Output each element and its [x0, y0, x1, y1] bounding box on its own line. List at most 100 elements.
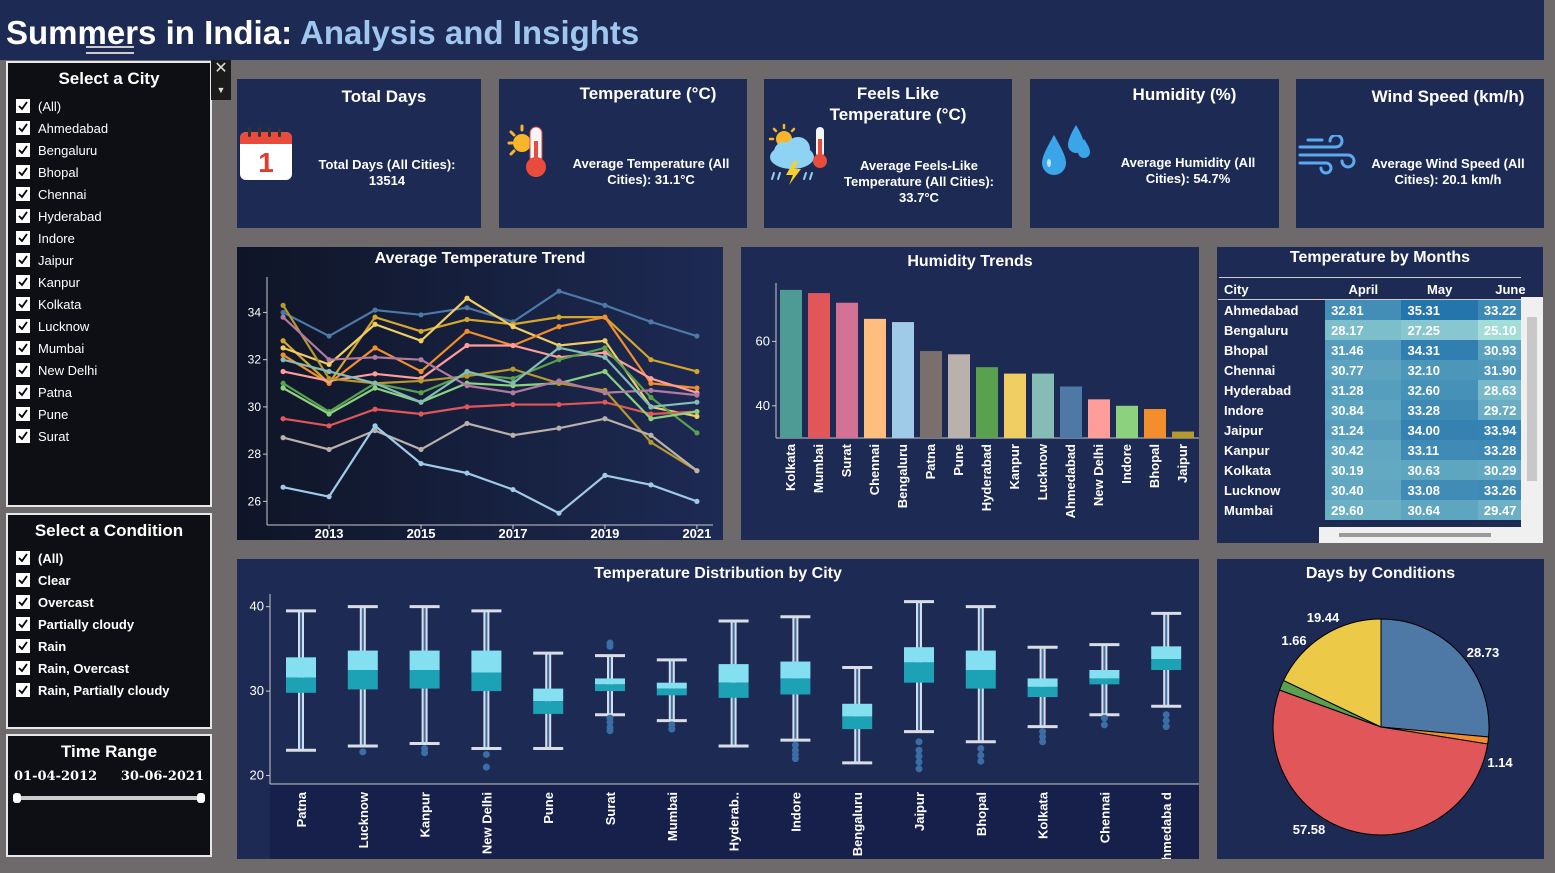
box-lower-bengaluru[interactable]	[842, 716, 873, 730]
box-upper-pune[interactable]	[533, 688, 564, 702]
checkbox[interactable]	[16, 121, 30, 135]
box-upper-bengaluru[interactable]	[842, 703, 873, 717]
box-lower-kanpur[interactable]	[409, 670, 440, 689]
city-option-jaipur[interactable]: Jaipur	[16, 249, 73, 271]
box-lower-surat[interactable]	[595, 684, 625, 692]
condition-option-overcast[interactable]: Overcast	[16, 591, 94, 613]
checkbox[interactable]	[16, 661, 30, 675]
box-upper-mumbai[interactable]	[656, 682, 687, 689]
box-upper-ahmedaba-d[interactable]	[1151, 646, 1182, 660]
box-lower-pune[interactable]	[533, 701, 564, 714]
checkbox[interactable]	[16, 341, 30, 355]
checkbox[interactable]	[16, 617, 30, 631]
checkbox[interactable]	[16, 551, 30, 565]
box-lower-chennai[interactable]	[1089, 678, 1120, 685]
box-upper-chennai[interactable]	[1089, 670, 1120, 679]
condition-option-clear[interactable]: Clear	[16, 569, 71, 591]
checkbox[interactable]	[16, 595, 30, 609]
bar-chennai[interactable]	[864, 318, 886, 438]
city-filter-dropdown-icon[interactable]: ▼	[211, 80, 231, 100]
bar-new-delhi[interactable]	[1088, 399, 1110, 438]
checkbox[interactable]	[16, 429, 30, 443]
table-vscroll-thumb[interactable]	[1527, 317, 1537, 481]
checkbox[interactable]	[16, 407, 30, 421]
box-lower-jaipur[interactable]	[904, 662, 934, 683]
bar-pune[interactable]	[948, 354, 970, 438]
city-option-new-delhi[interactable]: New Delhi	[16, 359, 97, 381]
bar-ahmedabad[interactable]	[1060, 386, 1082, 438]
condition-option-all[interactable]: (All)	[16, 547, 63, 569]
city-option-chennai[interactable]: Chennai	[16, 183, 86, 205]
time-range-slider-track[interactable]	[16, 796, 202, 800]
bar-bhopal[interactable]	[1144, 409, 1166, 438]
bar-hyderabad[interactable]	[976, 367, 998, 438]
city-option-mumbai[interactable]: Mumbai	[16, 337, 84, 359]
condition-option-rain[interactable]: Rain	[16, 635, 66, 657]
city-option-patna[interactable]: Patna	[16, 381, 72, 403]
condition-option-rain-overcast[interactable]: Rain, Overcast	[16, 657, 129, 679]
checkbox[interactable]	[16, 209, 30, 223]
condition-option-rain-partially-cloudy[interactable]: Rain, Partially cloudy	[16, 679, 170, 701]
bar-kanpur[interactable]	[1004, 373, 1026, 438]
city-option-bhopal[interactable]: Bhopal	[16, 161, 78, 183]
box-upper-indore[interactable]	[780, 661, 811, 679]
bar-patna[interactable]	[920, 351, 942, 438]
bar-surat[interactable]	[836, 302, 858, 438]
table-vertical-scrollbar[interactable]	[1521, 297, 1543, 543]
checkbox[interactable]	[16, 143, 30, 157]
box-lower-ahmedaba-d[interactable]	[1151, 659, 1182, 670]
box-lower-mumbai[interactable]	[656, 688, 687, 696]
box-upper-jaipur[interactable]	[904, 647, 934, 663]
checkbox[interactable]	[16, 275, 30, 289]
box-upper-kolkata[interactable]	[1027, 678, 1058, 687]
checkbox[interactable]	[16, 99, 30, 113]
bar-jaipur[interactable]	[1172, 431, 1194, 438]
city-option-surat[interactable]: Surat	[16, 425, 69, 447]
city-option-lucknow[interactable]: Lucknow	[16, 315, 89, 337]
drag-handle[interactable]	[86, 46, 134, 54]
bar-kolkata[interactable]	[780, 289, 802, 438]
checkbox[interactable]	[16, 319, 30, 333]
bar-indore[interactable]	[1116, 405, 1138, 438]
box-lower-new-delhi[interactable]	[471, 672, 502, 692]
table-horizontal-scrollbar[interactable]	[1319, 527, 1521, 543]
box-lower-patna[interactable]	[286, 677, 316, 693]
checkbox[interactable]	[16, 573, 30, 587]
checkbox[interactable]	[16, 683, 30, 697]
bar-bengaluru[interactable]	[892, 322, 914, 438]
pie-slice[interactable]	[1272, 689, 1489, 836]
city-option-all[interactable]: (All)	[16, 95, 61, 117]
box-lower-kolkata[interactable]	[1027, 686, 1058, 698]
checkbox[interactable]	[16, 231, 30, 245]
checkbox[interactable]	[16, 187, 30, 201]
bar-lucknow[interactable]	[1032, 373, 1054, 438]
city-option-bengaluru[interactable]: Bengaluru	[16, 139, 97, 161]
box-lower-bhopal[interactable]	[965, 670, 996, 689]
city-option-kanpur[interactable]: Kanpur	[16, 271, 80, 293]
box-upper-surat[interactable]	[595, 678, 625, 685]
box-upper-bhopal[interactable]	[965, 650, 996, 670]
checkbox[interactable]	[16, 253, 30, 267]
pie-slice[interactable]	[1380, 618, 1490, 738]
checkbox[interactable]	[16, 639, 30, 653]
box-lower-lucknow[interactable]	[347, 670, 378, 690]
city-option-pune[interactable]: Pune	[16, 403, 68, 425]
box-upper-patna[interactable]	[286, 657, 316, 678]
city-option-hyderabad[interactable]: Hyderabad	[16, 205, 102, 227]
city-filter-close-icon[interactable]: ✕	[211, 60, 231, 80]
checkbox[interactable]	[16, 165, 30, 179]
condition-option-partially-cloudy[interactable]: Partially cloudy	[16, 613, 134, 635]
checkbox[interactable]	[16, 385, 30, 399]
box-upper-new-delhi[interactable]	[471, 650, 502, 673]
time-range-start-handle[interactable]	[13, 793, 21, 803]
box-lower-indore[interactable]	[780, 678, 811, 695]
checkbox[interactable]	[16, 297, 30, 311]
time-range-end-handle[interactable]	[197, 793, 205, 803]
bar-mumbai[interactable]	[808, 293, 830, 438]
box-upper-hyderab[interactable]	[718, 664, 749, 683]
city-option-ahmedabad[interactable]: Ahmedabad	[16, 117, 108, 139]
checkbox[interactable]	[16, 363, 30, 377]
city-option-kolkata[interactable]: Kolkata	[16, 293, 81, 315]
pie-slice[interactable]	[1282, 618, 1382, 728]
table-hscroll-thumb[interactable]	[1339, 533, 1491, 537]
